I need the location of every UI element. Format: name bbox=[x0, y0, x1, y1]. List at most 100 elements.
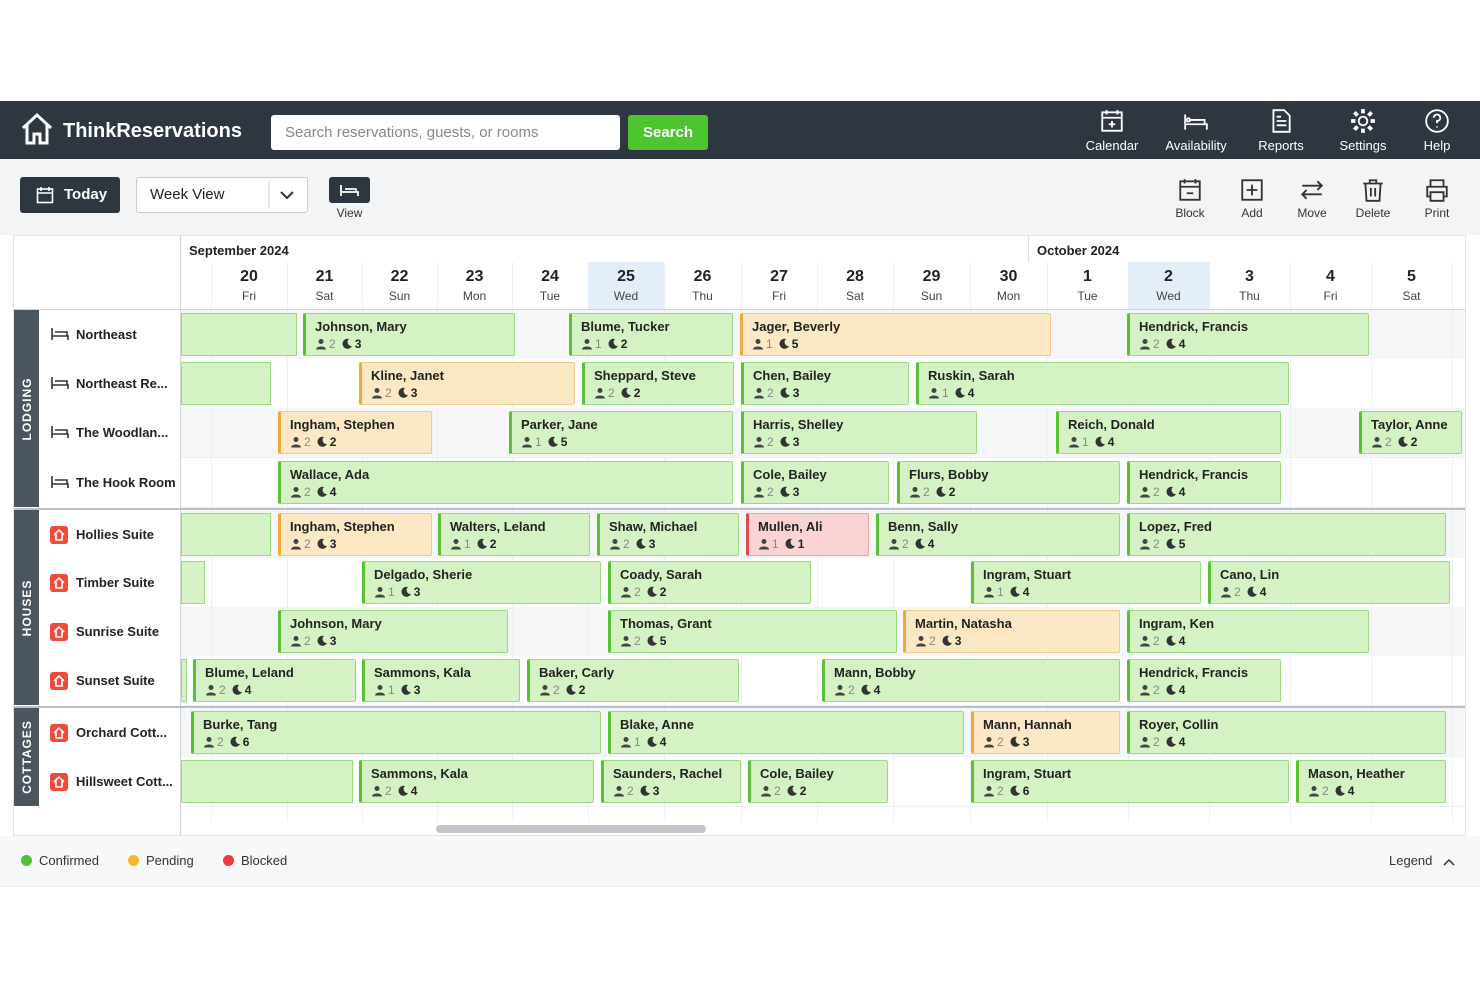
booking[interactable]: Ingham, Stephen 2 3 bbox=[278, 513, 432, 556]
booking[interactable]: Johnson, Mary 2 3 bbox=[303, 313, 515, 356]
guest-count: 1 bbox=[595, 337, 602, 351]
booking[interactable]: Parker, Jane 1 5 bbox=[509, 411, 733, 454]
day-number: 2 bbox=[1164, 268, 1173, 285]
view-select[interactable]: Week View bbox=[136, 177, 308, 213]
booking[interactable]: Benn, Sally 2 4 bbox=[876, 513, 1120, 556]
booking[interactable]: Sammons, Kala 2 4 bbox=[359, 760, 594, 803]
room-name[interactable]: Hollies Suite bbox=[76, 527, 155, 542]
booking[interactable]: Ingram, Ken 2 4 bbox=[1127, 610, 1369, 653]
booking[interactable]: Walters, Leland 1 2 bbox=[438, 513, 590, 556]
day-number: 5 bbox=[1407, 268, 1416, 285]
day-number: 24 bbox=[541, 268, 559, 285]
booking[interactable]: Blume, Leland 2 4 bbox=[193, 659, 356, 702]
night-count: 3 bbox=[410, 386, 418, 400]
guest-count: 2 bbox=[929, 634, 936, 648]
room-name[interactable]: Orchard Cott... bbox=[76, 725, 168, 740]
night-icon bbox=[317, 436, 327, 447]
booking[interactable]: Flurs, Bobby 2 2 bbox=[897, 461, 1120, 504]
booking[interactable]: Harris, Shelley 2 3 bbox=[741, 411, 977, 454]
guest-name: Sammons, Kala bbox=[374, 665, 471, 680]
nav-item[interactable]: Availability bbox=[1151, 108, 1241, 153]
guest-name: Mullen, Ali bbox=[758, 519, 823, 534]
booking[interactable]: Hendrick, Francis 2 4 bbox=[1127, 461, 1281, 504]
booking[interactable]: Chen, Bailey 2 3 bbox=[741, 362, 909, 405]
booking[interactable]: Cole, Bailey 2 3 bbox=[741, 461, 889, 504]
search-button[interactable]: Search bbox=[628, 115, 708, 150]
booking[interactable]: Jager, Beverly 1 5 bbox=[740, 313, 1051, 356]
guest-icon bbox=[595, 388, 605, 399]
booking[interactable]: Royer, Collin 2 4 bbox=[1127, 711, 1446, 754]
booking[interactable]: Mann, Hannah 2 3 bbox=[971, 711, 1120, 754]
booking[interactable]: Blume, Tucker 1 2 bbox=[569, 313, 733, 356]
nav-item[interactable]: Help bbox=[1392, 108, 1480, 153]
booking[interactable]: Ruskin, Sarah 1 4 bbox=[916, 362, 1289, 405]
night-icon bbox=[1166, 538, 1176, 549]
toolbar-action[interactable]: Delete bbox=[1343, 177, 1403, 220]
legend-toggle[interactable]: Legend bbox=[1389, 853, 1433, 868]
guest-count: 2 bbox=[304, 485, 311, 499]
room-name[interactable]: Northeast bbox=[76, 327, 137, 342]
booking[interactable]: Burke, Tang 2 6 bbox=[191, 711, 601, 754]
booking[interactable]: Ingram, Stuart 1 4 bbox=[971, 561, 1201, 604]
toolbar-action[interactable]: Add bbox=[1222, 177, 1282, 220]
night-count: 1 bbox=[797, 537, 805, 551]
booking[interactable]: Coady, Sarah 2 2 bbox=[608, 561, 811, 604]
guest-icon bbox=[291, 539, 301, 550]
scrollbar-thumb[interactable] bbox=[436, 825, 706, 833]
toolbar-action[interactable]: Block bbox=[1160, 177, 1220, 220]
room-name[interactable]: Northeast Re... bbox=[76, 376, 168, 391]
booking[interactable]: Thomas, Grant 2 5 bbox=[608, 610, 897, 653]
booking[interactable]: Johnson, Mary 2 3 bbox=[278, 610, 508, 653]
brand[interactable]: ThinkReservations bbox=[63, 120, 242, 142]
booking[interactable]: Wallace, Ada 2 4 bbox=[278, 461, 733, 504]
booking[interactable]: Delgado, Sherie 1 3 bbox=[362, 561, 601, 604]
booking[interactable]: Hendrick, Francis 2 4 bbox=[1127, 659, 1281, 702]
room-name[interactable]: Sunset Suite bbox=[76, 673, 155, 688]
guest-count: 1 bbox=[464, 537, 471, 551]
booking[interactable]: Kline, Janet 2 3 bbox=[359, 362, 575, 405]
night-icon bbox=[1010, 736, 1020, 747]
booking[interactable]: Lopez, Fred 2 5 bbox=[1127, 513, 1446, 556]
nav-item[interactable]: Settings bbox=[1318, 108, 1408, 153]
room-name[interactable]: Hillsweet Cott... bbox=[76, 774, 173, 789]
booking[interactable]: Mason, Heather 2 4 bbox=[1296, 760, 1446, 803]
booking[interactable]: Ingram, Stuart 2 6 bbox=[971, 760, 1289, 803]
nav-item[interactable]: Reports bbox=[1236, 108, 1326, 153]
room-icon bbox=[51, 328, 69, 340]
booking[interactable]: Ingham, Stephen 2 2 bbox=[278, 411, 432, 454]
nav-item[interactable]: Calendar bbox=[1067, 108, 1157, 153]
booking[interactable]: Mullen, Ali 1 1 bbox=[746, 513, 869, 556]
booking[interactable]: Saunders, Rachel 2 3 bbox=[601, 760, 741, 803]
booking[interactable]: Sammons, Kala 1 3 bbox=[362, 659, 520, 702]
booking[interactable]: Reich, Donald 1 4 bbox=[1056, 411, 1281, 454]
guest-name: Baker, Carly bbox=[539, 665, 615, 680]
booking[interactable]: Mann, Bobby 2 4 bbox=[822, 659, 1120, 702]
booking[interactable]: Blake, Anne 1 4 bbox=[608, 711, 964, 754]
night-count: 3 bbox=[413, 683, 421, 697]
booking[interactable]: Hendrick, Francis 2 4 bbox=[1127, 313, 1369, 356]
legend-chevron bbox=[1443, 854, 1455, 872]
booking[interactable]: Shaw, Michael 2 3 bbox=[597, 513, 739, 556]
guest-name: Hendrick, Francis bbox=[1139, 319, 1249, 334]
booking[interactable]: Martin, Natasha 2 3 bbox=[903, 610, 1120, 653]
view-button[interactable] bbox=[329, 177, 370, 203]
room-name[interactable]: Timber Suite bbox=[76, 575, 155, 590]
room-name[interactable]: Sunrise Suite bbox=[76, 624, 160, 639]
night-icon bbox=[230, 736, 240, 747]
room-name[interactable]: The Hook Room bbox=[76, 475, 176, 490]
booking[interactable]: Baker, Carly 2 2 bbox=[527, 659, 739, 702]
booking[interactable]: Cole, Bailey 2 2 bbox=[748, 760, 888, 803]
booking[interactable]: Sheppard, Steve 2 2 bbox=[582, 362, 734, 405]
today-button[interactable]: Today bbox=[20, 177, 120, 213]
room-name[interactable]: The Woodlan... bbox=[76, 425, 169, 440]
guest-count: 2 bbox=[767, 435, 774, 449]
icon bbox=[1101, 110, 1123, 132]
booking[interactable]: Cano, Lin 2 4 bbox=[1208, 561, 1450, 604]
booking[interactable]: Taylor, Anne 2 2 bbox=[1359, 411, 1462, 454]
search-input[interactable]: Search reservations, guests, or rooms bbox=[271, 115, 620, 150]
icon bbox=[1300, 180, 1324, 200]
toolbar-action[interactable]: Move bbox=[1282, 177, 1342, 220]
toolbar-action[interactable]: Print bbox=[1407, 177, 1467, 220]
